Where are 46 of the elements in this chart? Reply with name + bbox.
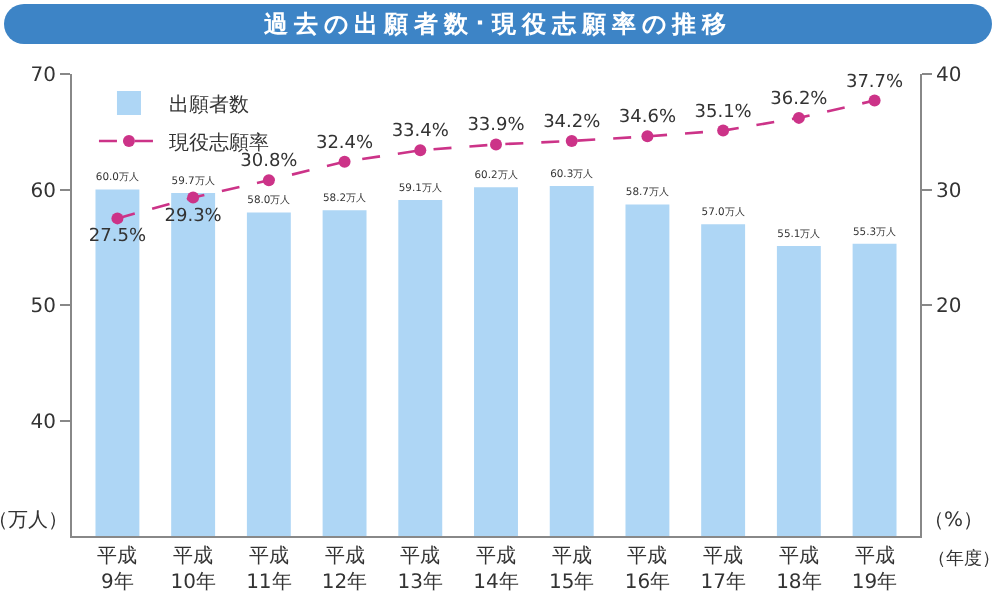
y-tick-label: 50 bbox=[30, 296, 56, 318]
data-label: 34.2% bbox=[543, 112, 602, 133]
data-label: 33.4% bbox=[391, 122, 450, 143]
data-label: 35.1% bbox=[694, 102, 753, 123]
y2-tick-label: 30 bbox=[936, 180, 962, 203]
x-tick-label: 平成 13年 bbox=[397, 544, 444, 594]
chart-title: 過去の出願者数･現役志願率の推移 bbox=[4, 4, 992, 44]
point bbox=[565, 134, 578, 147]
y-tick-label: 40 bbox=[30, 411, 56, 434]
point bbox=[868, 94, 881, 107]
point bbox=[792, 111, 805, 124]
data-label: 30.8% bbox=[240, 152, 299, 173]
data-label: 33.9% bbox=[467, 116, 526, 137]
data-label: 36.2% bbox=[770, 89, 829, 110]
point bbox=[111, 212, 124, 225]
x-tick-label: 平成 17年 bbox=[700, 544, 746, 594]
point bbox=[338, 155, 351, 168]
x-tick-label: 平成 15年 bbox=[548, 544, 595, 594]
x-axis-title: （年度） bbox=[928, 548, 1000, 570]
x-tick-label: 平成 10年 bbox=[170, 544, 216, 594]
x-tick-label: 平成 12年 bbox=[321, 544, 368, 594]
legend-label: 出願者数 bbox=[168, 92, 249, 117]
data-label: 29.3% bbox=[164, 206, 223, 227]
point bbox=[717, 124, 730, 137]
data-label: 37.7% bbox=[845, 72, 905, 93]
point bbox=[490, 138, 502, 151]
point bbox=[641, 130, 654, 143]
x-tick-label: 平成 9年 bbox=[97, 544, 138, 594]
y2-tick-label: 40 bbox=[936, 65, 962, 87]
point bbox=[187, 191, 200, 204]
legend-label: 現役志願率 bbox=[168, 130, 269, 155]
data-label: 32.4% bbox=[315, 133, 375, 154]
y-axis-title: （万人） bbox=[0, 510, 68, 532]
y2-tick-label: 20 bbox=[936, 296, 962, 318]
y2-axis-title: （%） bbox=[924, 510, 984, 532]
y-tick-label: 60 bbox=[30, 180, 56, 203]
x-tick-label: 平成 11年 bbox=[246, 544, 292, 594]
x-tick-label: 平成 19年 bbox=[851, 544, 898, 594]
x-tick-label: 平成 16年 bbox=[624, 544, 671, 594]
y-tick-label: 70 bbox=[30, 65, 56, 87]
data-label: 34.6% bbox=[618, 108, 677, 129]
x-tick-label: 平成 18年 bbox=[776, 544, 822, 594]
data-label: 27.5% bbox=[88, 227, 147, 248]
point bbox=[414, 144, 427, 157]
x-tick-label: 平成 14年 bbox=[473, 544, 519, 594]
point bbox=[262, 174, 275, 187]
